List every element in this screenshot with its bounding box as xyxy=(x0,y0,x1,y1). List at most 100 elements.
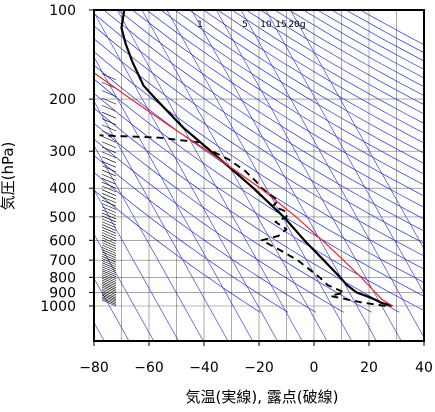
wind-barb xyxy=(101,73,117,80)
x-tick-label: 0 xyxy=(310,360,319,376)
wind-barb xyxy=(101,290,117,297)
x-tick-label: −20 xyxy=(244,360,274,376)
wind-barb xyxy=(101,234,117,242)
wind-barb xyxy=(101,242,117,249)
wind-barb xyxy=(101,258,117,265)
x-axis-label: 気温(実線), 露点(破線) xyxy=(186,388,339,406)
wind-barb xyxy=(101,118,117,125)
moist-adiabat xyxy=(94,233,155,341)
x-tick-label: 20 xyxy=(360,360,378,376)
wind-barb xyxy=(101,298,117,305)
wind-barb xyxy=(101,281,117,289)
wind-barb xyxy=(101,299,117,307)
mixing-ratio-label: 15 xyxy=(275,20,286,30)
wind-barb xyxy=(101,276,117,283)
wind-barb xyxy=(101,295,117,302)
x-tick-label: −80 xyxy=(79,360,109,376)
series-layer xyxy=(94,10,393,308)
wind-barb xyxy=(101,262,117,269)
wind-barb xyxy=(101,270,117,277)
wind-barb xyxy=(101,218,117,226)
wind-barb xyxy=(101,264,117,271)
mixing-ratio-label: 10 xyxy=(260,20,272,30)
moist-adiabat xyxy=(215,10,402,341)
wind-barb xyxy=(101,253,117,261)
wind-barb xyxy=(101,181,117,189)
dry-adiabat xyxy=(188,10,424,154)
moist-adiabat xyxy=(116,10,303,341)
wind-barb xyxy=(101,279,117,287)
wind-barb xyxy=(101,239,117,247)
wind-barb xyxy=(101,90,117,97)
dry-adiabat xyxy=(94,38,424,257)
wind-barb xyxy=(101,206,117,213)
wind-barb xyxy=(101,247,117,254)
wind-barb xyxy=(101,196,117,204)
wind-barb xyxy=(101,151,117,159)
y-tick-label: 800 xyxy=(49,270,76,286)
y-tick-label: 300 xyxy=(49,144,76,160)
y-tick-label: 100 xyxy=(49,3,76,19)
moist-adiabat xyxy=(94,189,179,341)
wind-barb xyxy=(101,146,117,154)
series-solid-line xyxy=(120,10,393,308)
y-tick-label: 400 xyxy=(49,181,76,197)
wind-barb xyxy=(101,203,117,210)
wind-barb xyxy=(101,185,117,193)
dry-adiabat xyxy=(94,78,424,297)
wind-barb xyxy=(101,266,117,274)
x-tick-label: −60 xyxy=(134,360,164,376)
moist-adiabat xyxy=(94,56,254,341)
mixing-ratio-label: 5 xyxy=(242,20,248,30)
moist-adiabat xyxy=(265,10,424,294)
wind-barb xyxy=(101,244,117,252)
dry-adiabat xyxy=(203,10,424,144)
dry-adiabat xyxy=(117,10,424,208)
wind-barb xyxy=(101,193,117,200)
wind-barb xyxy=(101,178,117,185)
dry-adiabat xyxy=(103,10,424,220)
wind-barb xyxy=(101,161,117,168)
mixing-ratio-label: 20g xyxy=(288,20,305,30)
dry-adiabat xyxy=(94,189,261,313)
wind-barb xyxy=(101,209,117,217)
dry-adiabat xyxy=(94,51,424,270)
wind-barb xyxy=(101,229,117,237)
moist-adiabat xyxy=(94,144,204,341)
wind-barb xyxy=(101,296,117,304)
wind-barb xyxy=(101,224,117,231)
dry-adiabat xyxy=(160,10,424,175)
wind-barb xyxy=(101,165,117,173)
x-tick-label: −40 xyxy=(189,360,219,376)
moist-adiabat xyxy=(141,10,328,341)
dry-adiabat xyxy=(146,10,424,186)
wind-barb xyxy=(101,268,117,275)
adiabat-layer xyxy=(94,10,424,341)
wind-barb-layer xyxy=(101,73,117,307)
moist-adiabat xyxy=(94,100,229,341)
dry-adiabat xyxy=(94,13,424,232)
wind-barb xyxy=(101,249,117,256)
wind-barb xyxy=(101,212,117,220)
y-tick-label: 700 xyxy=(49,253,76,269)
moist-adiabat xyxy=(240,10,424,339)
dry-adiabat xyxy=(94,138,344,313)
y-tick-label: 200 xyxy=(49,92,76,108)
wind-barb xyxy=(101,285,117,292)
wind-barb xyxy=(101,215,117,223)
grid-layer xyxy=(94,10,424,341)
x-tick-label: 40 xyxy=(415,360,433,376)
mixing-ratio-label: 1 xyxy=(197,20,203,30)
y-tick-label: 900 xyxy=(49,285,76,301)
wind-barb xyxy=(101,136,117,143)
dry-adiabat xyxy=(94,107,400,313)
y-tick-label: 600 xyxy=(49,233,76,249)
moist-adiabat xyxy=(94,12,278,341)
wind-barb xyxy=(101,105,117,112)
dry-adiabat xyxy=(217,10,424,134)
wind-barb xyxy=(101,260,117,267)
series-parcel-line xyxy=(94,72,393,307)
wind-barb xyxy=(101,173,117,181)
dry-adiabat xyxy=(94,154,316,313)
